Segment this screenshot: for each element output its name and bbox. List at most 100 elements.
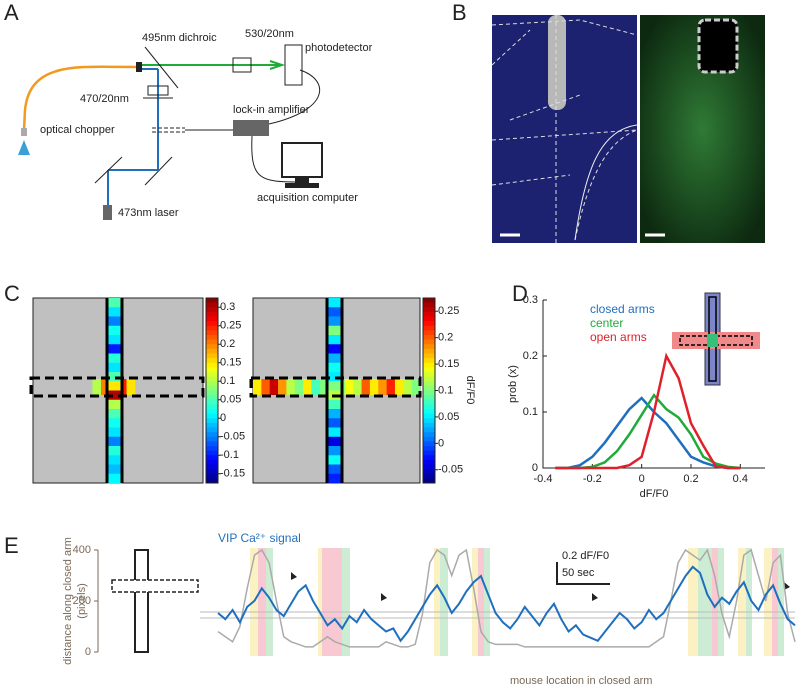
colorbar-segment xyxy=(423,455,435,461)
heat-cell xyxy=(303,379,312,395)
colorbar-segment xyxy=(423,362,435,368)
colorbar-label: dF/F0 xyxy=(464,376,476,405)
component-label: 473nm laser xyxy=(118,207,179,219)
scale-label: 50 sec xyxy=(562,567,595,579)
colorbar-segment xyxy=(423,404,435,410)
heat-cell xyxy=(403,379,412,395)
x-tick-label: -0.4 xyxy=(534,473,553,485)
colorbar-segment xyxy=(423,399,435,405)
colorbar-segment xyxy=(423,353,435,359)
colorbar-segment xyxy=(206,353,218,359)
colorbar-segment xyxy=(423,473,435,479)
y-tick-label: 0.1 xyxy=(523,406,538,418)
colorbar-segment xyxy=(206,436,218,442)
colorbar-tick-label: 0 xyxy=(438,437,444,449)
heat-cell xyxy=(107,473,122,484)
heat-cell xyxy=(327,409,342,419)
colorbar-segment xyxy=(423,325,435,331)
colorbar-segment xyxy=(206,325,218,331)
panel-label: B xyxy=(452,0,467,25)
colorbar-segment xyxy=(423,348,435,354)
heat-cell xyxy=(107,344,122,354)
colorbar-tick-label: 0.05 xyxy=(220,394,241,406)
heat-cell xyxy=(107,390,122,401)
y-axis-label: distance along closed arm xyxy=(62,537,74,665)
heat-cell xyxy=(327,446,342,456)
y-tick-label: 0.2 xyxy=(523,350,538,362)
colorbar-segment xyxy=(206,298,218,304)
y-tick-label: 0 xyxy=(532,462,538,474)
colorbar-segment xyxy=(423,422,435,428)
colorbar-tick-label: 0.1 xyxy=(220,375,235,387)
heat-cell xyxy=(327,427,342,438)
colorbar-segment xyxy=(423,372,435,378)
heat-cell xyxy=(344,379,354,395)
colorbar-tick-label: 0.25 xyxy=(438,305,459,317)
heat-cell xyxy=(107,436,122,447)
heat-cell xyxy=(327,316,342,327)
colorbar-segment xyxy=(206,399,218,405)
colorbar-segment xyxy=(206,446,218,452)
colorbar-segment xyxy=(423,367,435,373)
colorbar-segment xyxy=(206,464,218,470)
series-line xyxy=(555,352,741,470)
heat-cell xyxy=(107,418,122,428)
open-arm-outline xyxy=(249,376,422,398)
heat-cell xyxy=(327,298,342,308)
heat-cell xyxy=(327,381,342,391)
colorbar-segment xyxy=(423,446,435,452)
colorbar-tick-label: -0.15 xyxy=(220,468,245,480)
colorbar-segment xyxy=(423,395,435,401)
heat-cell xyxy=(353,379,362,395)
component-label: 495nm dichroic xyxy=(142,32,217,44)
heat-cell xyxy=(327,399,342,410)
heat-cell xyxy=(361,379,371,395)
colorbar-segment xyxy=(206,376,218,382)
colorbar-segment xyxy=(206,330,218,336)
setup-diagram xyxy=(18,44,323,220)
heat-cell xyxy=(107,335,122,345)
x-tick-label: 0.2 xyxy=(683,473,698,485)
heat-cell xyxy=(319,379,329,395)
heat-cell xyxy=(394,379,404,395)
y-axis-label: (pixels) xyxy=(76,583,88,618)
heat-cell xyxy=(378,379,387,395)
colorbar-segment xyxy=(423,381,435,387)
colorbar-segment xyxy=(206,395,218,401)
heat-cell xyxy=(107,316,122,327)
colorbar-segment xyxy=(206,469,218,475)
colorbar-tick-label: 0.05 xyxy=(438,411,459,423)
legend-label: closed arms xyxy=(590,302,655,316)
colorbar-segment xyxy=(206,335,218,341)
colorbar-segment xyxy=(423,413,435,419)
colorbar-segment xyxy=(423,432,435,438)
colorbar-segment xyxy=(206,362,218,368)
colorbar-tick-label: -0.05 xyxy=(220,431,245,443)
colorbar-segment xyxy=(206,339,218,345)
heat-cell xyxy=(327,418,342,428)
legend-label: center xyxy=(590,316,623,330)
panel-label: C xyxy=(4,281,20,306)
heat-cell xyxy=(327,464,342,475)
heat-cell xyxy=(327,436,342,447)
signal-trace xyxy=(217,565,796,643)
component-label: 530/20nm xyxy=(245,28,294,40)
heat-cell xyxy=(107,325,122,336)
histology-images xyxy=(491,15,765,243)
colorbar-segment xyxy=(206,413,218,419)
colorbar-segment xyxy=(423,344,435,350)
component-label: lock-in amplifier xyxy=(233,104,310,116)
location-label: mouse location in closed arm xyxy=(510,675,652,687)
heat-cell xyxy=(107,464,122,475)
colorbar-segment xyxy=(423,376,435,382)
heat-cell xyxy=(327,362,342,373)
heat-cell xyxy=(107,372,122,382)
axes xyxy=(542,300,765,469)
colorbar-segment xyxy=(206,385,218,391)
colorbar-segment xyxy=(206,441,218,447)
heat-cell xyxy=(327,455,342,465)
colorbar-segment xyxy=(423,409,435,415)
colorbar-segment xyxy=(206,307,218,313)
heat-cell xyxy=(107,381,122,391)
